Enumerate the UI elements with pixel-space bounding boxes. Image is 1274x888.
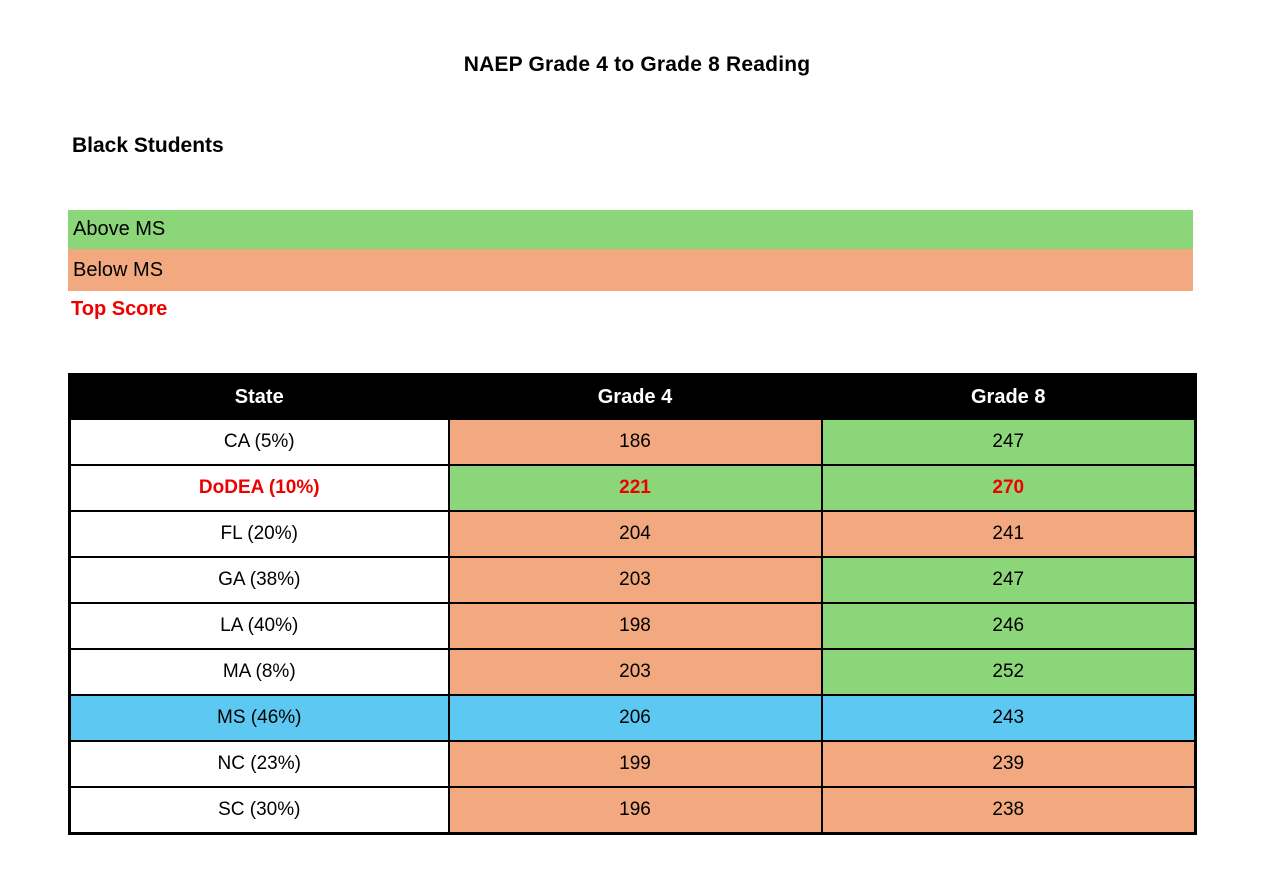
grade4-cell: 206 — [447, 694, 823, 742]
scores-table-body: CA (5%) 186 247 DoDEA (10%) 221 270 FL (20%) 20… — [68, 418, 1197, 835]
table-row: CA (5%) 186 247 — [68, 418, 1197, 466]
grade4-cell: 198 — [447, 602, 823, 650]
grade4-cell: 196 — [447, 786, 823, 835]
column-header-state: State — [68, 373, 450, 420]
table-row: MA (8%) 203 252 — [68, 648, 1197, 696]
state-cell: SC (30%) — [68, 786, 450, 835]
table-row: LA (40%) 198 246 — [68, 602, 1197, 650]
grade8-cell: 247 — [820, 418, 1197, 466]
state-cell: MA (8%) — [68, 648, 450, 696]
scores-table-wrap: State Grade 4 Grade 8 CA (5%) 186 247 DoDEA… — [68, 373, 1197, 835]
table-row: FL (20%) 204 241 — [68, 510, 1197, 558]
table-row: NC (23%) 199 239 — [68, 740, 1197, 788]
state-cell: NC (23%) — [68, 740, 450, 788]
legend-below-ms: Below MS — [68, 249, 1193, 291]
grade8-cell: 270 — [820, 464, 1197, 512]
grade8-cell: 246 — [820, 602, 1197, 650]
column-header-grade8: Grade 8 — [820, 373, 1197, 420]
grade8-cell: 243 — [820, 694, 1197, 742]
table-row: SC (30%) 196 238 — [68, 786, 1197, 835]
state-cell: LA (40%) — [68, 602, 450, 650]
grade4-cell: 204 — [447, 510, 823, 558]
table-row: GA (38%) 203 247 — [68, 556, 1197, 604]
grade8-cell: 252 — [820, 648, 1197, 696]
scores-table: State Grade 4 Grade 8 CA (5%) 186 247 DoDEA… — [68, 373, 1197, 835]
grade4-cell: 186 — [447, 418, 823, 466]
grade4-cell: 199 — [447, 740, 823, 788]
grade8-cell: 238 — [820, 786, 1197, 835]
state-cell: CA (5%) — [68, 418, 450, 466]
grade8-cell: 247 — [820, 556, 1197, 604]
grade8-cell: 239 — [820, 740, 1197, 788]
grade4-cell: 221 — [447, 464, 823, 512]
table-row: MS (46%) 206 243 — [68, 694, 1197, 742]
table-header-row: State Grade 4 Grade 8 — [68, 373, 1197, 420]
state-cell: MS (46%) — [68, 694, 450, 742]
table-row: DoDEA (10%) 221 270 — [68, 464, 1197, 512]
grade8-cell: 241 — [820, 510, 1197, 558]
state-cell: DoDEA (10%) — [68, 464, 450, 512]
grade4-cell: 203 — [447, 556, 823, 604]
grade4-cell: 203 — [447, 648, 823, 696]
legend-top-score: Top Score — [71, 298, 168, 320]
legend-above-ms: Above MS — [68, 210, 1193, 249]
state-cell: GA (38%) — [68, 556, 450, 604]
legend: Above MS Below MS Top Score — [68, 210, 1193, 321]
column-header-grade4: Grade 4 — [447, 373, 823, 420]
state-cell: FL (20%) — [68, 510, 450, 558]
page-title: NAEP Grade 4 to Grade 8 Reading — [463, 53, 811, 76]
subtitle-black-students: Black Students — [72, 134, 224, 157]
